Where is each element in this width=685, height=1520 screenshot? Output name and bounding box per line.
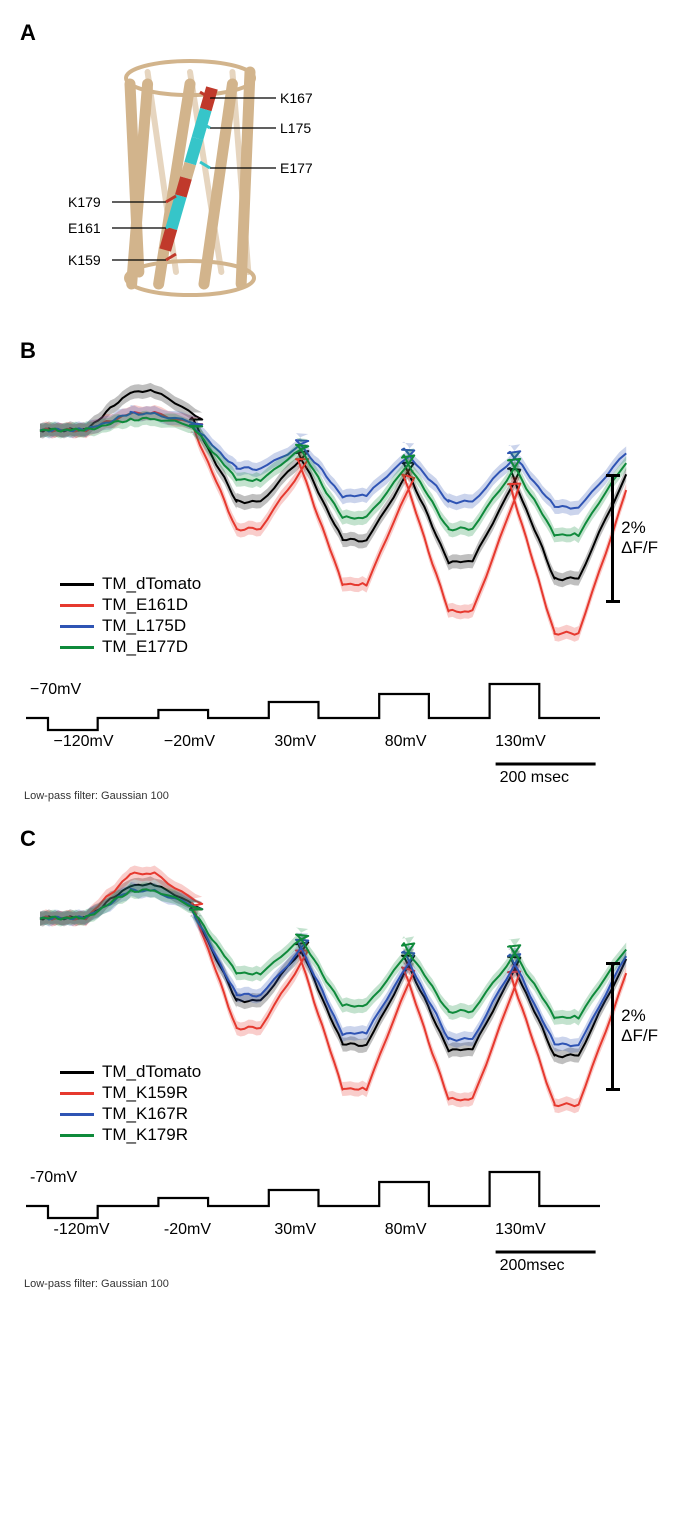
protocol-svg-b: −70mV −120mV −20mV 30mV 80mV 130mV 200 msec: [20, 674, 620, 784]
step-label: 130mV: [495, 1221, 546, 1238]
filter-label-c: Low-pass filter: Gaussian 100: [24, 1278, 665, 1290]
scale-cap: [606, 474, 620, 477]
time-scale-label: 200msec: [500, 1257, 565, 1272]
legend-text: TM_dTomato: [102, 1062, 201, 1082]
legend-swatch: [60, 1113, 94, 1116]
legend-text: TM_L175D: [102, 616, 186, 636]
holding-label: −70mV: [30, 681, 81, 698]
legend-swatch: [60, 604, 94, 607]
legend-item-tm_e161d: TM_E161D: [60, 595, 201, 615]
residue-label-k159: K159: [68, 252, 101, 268]
protein-structure: K167 L175 E177 K179 E161 K159: [60, 50, 400, 310]
time-scale-label: 200 msec: [500, 769, 569, 784]
legend-swatch: [60, 646, 94, 649]
step-label: -20mV: [164, 1221, 211, 1238]
legend-swatch: [60, 1071, 94, 1074]
step-label: −20mV: [164, 733, 215, 750]
legend-item-tm_e177d: TM_E177D: [60, 637, 201, 657]
legend-swatch: [60, 625, 94, 628]
legend-b: TM_dTomatoTM_E161DTM_L175DTM_E177D: [60, 573, 201, 658]
panel-b-label: B: [20, 338, 665, 364]
residue-label-l175: L175: [280, 120, 311, 136]
scale-label-c: 2%ΔF/F: [621, 1006, 658, 1046]
legend-text: TM_K167R: [102, 1104, 188, 1124]
step-label: 130mV: [495, 733, 546, 750]
legend-text: TM_K159R: [102, 1083, 188, 1103]
legend-text: TM_dTomato: [102, 574, 201, 594]
holding-label: -70mV: [30, 1169, 77, 1186]
legend-item-tm_k159r: TM_K159R: [60, 1083, 201, 1103]
scale-label-b: 2%ΔF/F: [621, 518, 658, 558]
scale-bar-c: [611, 963, 614, 1089]
legend-text: TM_K179R: [102, 1125, 188, 1145]
step-label: 30mV: [274, 1221, 316, 1238]
scale-bar-b: [611, 475, 614, 601]
scale-cap: [606, 600, 620, 603]
legend-swatch: [60, 1092, 94, 1095]
panel-c: C TM_dTomatoTM_K159RTM_K167RTM_K179R 2%Δ…: [20, 826, 665, 1290]
step-label: 80mV: [385, 1221, 427, 1238]
legend-c: TM_dTomatoTM_K159RTM_K167RTM_K179R: [60, 1061, 201, 1146]
legend-item-tm_k179r: TM_K179R: [60, 1125, 201, 1145]
legend-item-tm_l175d: TM_L175D: [60, 616, 201, 636]
residue-label-e177: E177: [280, 160, 313, 176]
step-label: -120mV: [54, 1221, 110, 1238]
scale-cap: [606, 962, 620, 965]
panel-c-label: C: [20, 826, 665, 852]
panel-a-label: A: [20, 20, 665, 46]
barrel-svg: K167 L175 E177 K179 E161 K159: [60, 50, 400, 310]
legend-swatch: [60, 583, 94, 586]
panel-c-chart: TM_dTomatoTM_K159RTM_K167RTM_K179R 2%ΔF/…: [20, 856, 640, 1156]
step-label: 80mV: [385, 733, 427, 750]
legend-swatch: [60, 1134, 94, 1137]
protocol-c: -70mV -120mV -20mV 30mV 80mV 130mV 200msec: [20, 1162, 620, 1272]
scale-cap: [606, 1088, 620, 1091]
protocol-svg-c: -70mV -120mV -20mV 30mV 80mV 130mV 200msec: [20, 1162, 620, 1272]
filter-label-b: Low-pass filter: Gaussian 100: [24, 790, 665, 802]
residue-label-e161: E161: [68, 220, 101, 236]
panel-b: B TM_dTomatoTM_E161DTM_L175DTM_E177D 2%Δ…: [20, 338, 665, 802]
legend-text: TM_E161D: [102, 595, 188, 615]
protocol-b: −70mV −120mV −20mV 30mV 80mV 130mV 200 msec: [20, 674, 620, 784]
legend-item-tm_k167r: TM_K167R: [60, 1104, 201, 1124]
legend-item-tm_dtomato: TM_dTomato: [60, 574, 201, 594]
legend-text: TM_E177D: [102, 637, 188, 657]
step-label: −120mV: [54, 733, 114, 750]
panel-b-chart: TM_dTomatoTM_E161DTM_L175DTM_E177D 2%ΔF/…: [20, 368, 640, 668]
panel-a: A K167 L175 E177 K179 E161 K159: [20, 20, 665, 310]
legend-item-tm_dtomato: TM_dTomato: [60, 1062, 201, 1082]
step-label: 30mV: [274, 733, 316, 750]
residue-label-k179: K179: [68, 194, 101, 210]
residue-label-k167: K167: [280, 90, 313, 106]
